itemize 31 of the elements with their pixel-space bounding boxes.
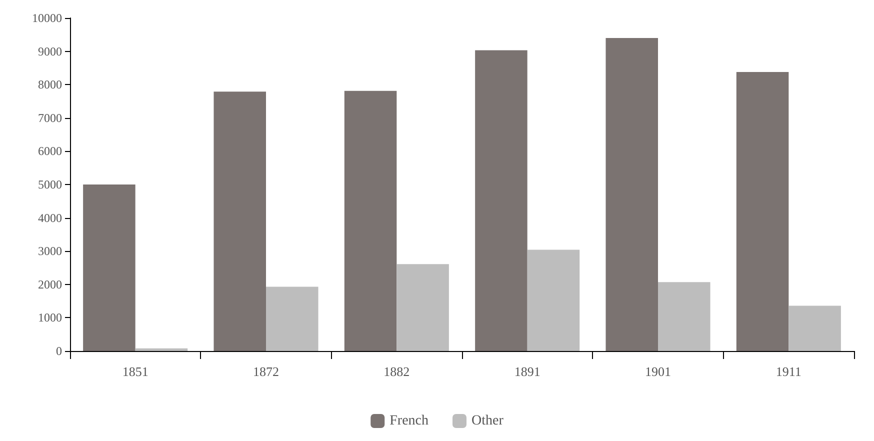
x-tick-label: 1851 — [122, 364, 148, 379]
x-tick-label: 1911 — [776, 364, 802, 379]
bar — [475, 50, 528, 351]
y-tick-label: 1000 — [38, 310, 62, 325]
x-tick-label: 1891 — [514, 364, 540, 379]
bar — [788, 306, 841, 351]
y-tick-label: 3000 — [38, 244, 62, 258]
y-tick-label: 10000 — [32, 11, 62, 25]
legend-label: Other — [472, 414, 504, 428]
bar — [135, 348, 188, 351]
y-tick-label: 5000 — [38, 178, 62, 192]
bar — [344, 90, 397, 351]
bar — [83, 184, 136, 351]
y-tick-label: 7000 — [38, 110, 62, 125]
y-tick-label: 2000 — [38, 277, 62, 292]
legend-label: French — [390, 414, 429, 428]
bar — [396, 264, 449, 351]
bar — [606, 38, 658, 351]
y-tick-label: 4000 — [38, 210, 62, 225]
x-tick-label: 1872 — [253, 364, 279, 379]
bar — [658, 282, 710, 351]
bar — [214, 92, 266, 351]
bar — [527, 250, 580, 351]
y-tick-label: 9000 — [38, 44, 62, 58]
bar — [266, 286, 318, 351]
y-tick-label: 0 — [56, 344, 62, 358]
y-tick-label: 6000 — [38, 144, 62, 158]
x-tick-label: 1901 — [645, 364, 671, 379]
y-tick-label: 8000 — [38, 78, 62, 92]
bar — [736, 72, 789, 351]
x-tick-label: 1882 — [384, 364, 410, 379]
